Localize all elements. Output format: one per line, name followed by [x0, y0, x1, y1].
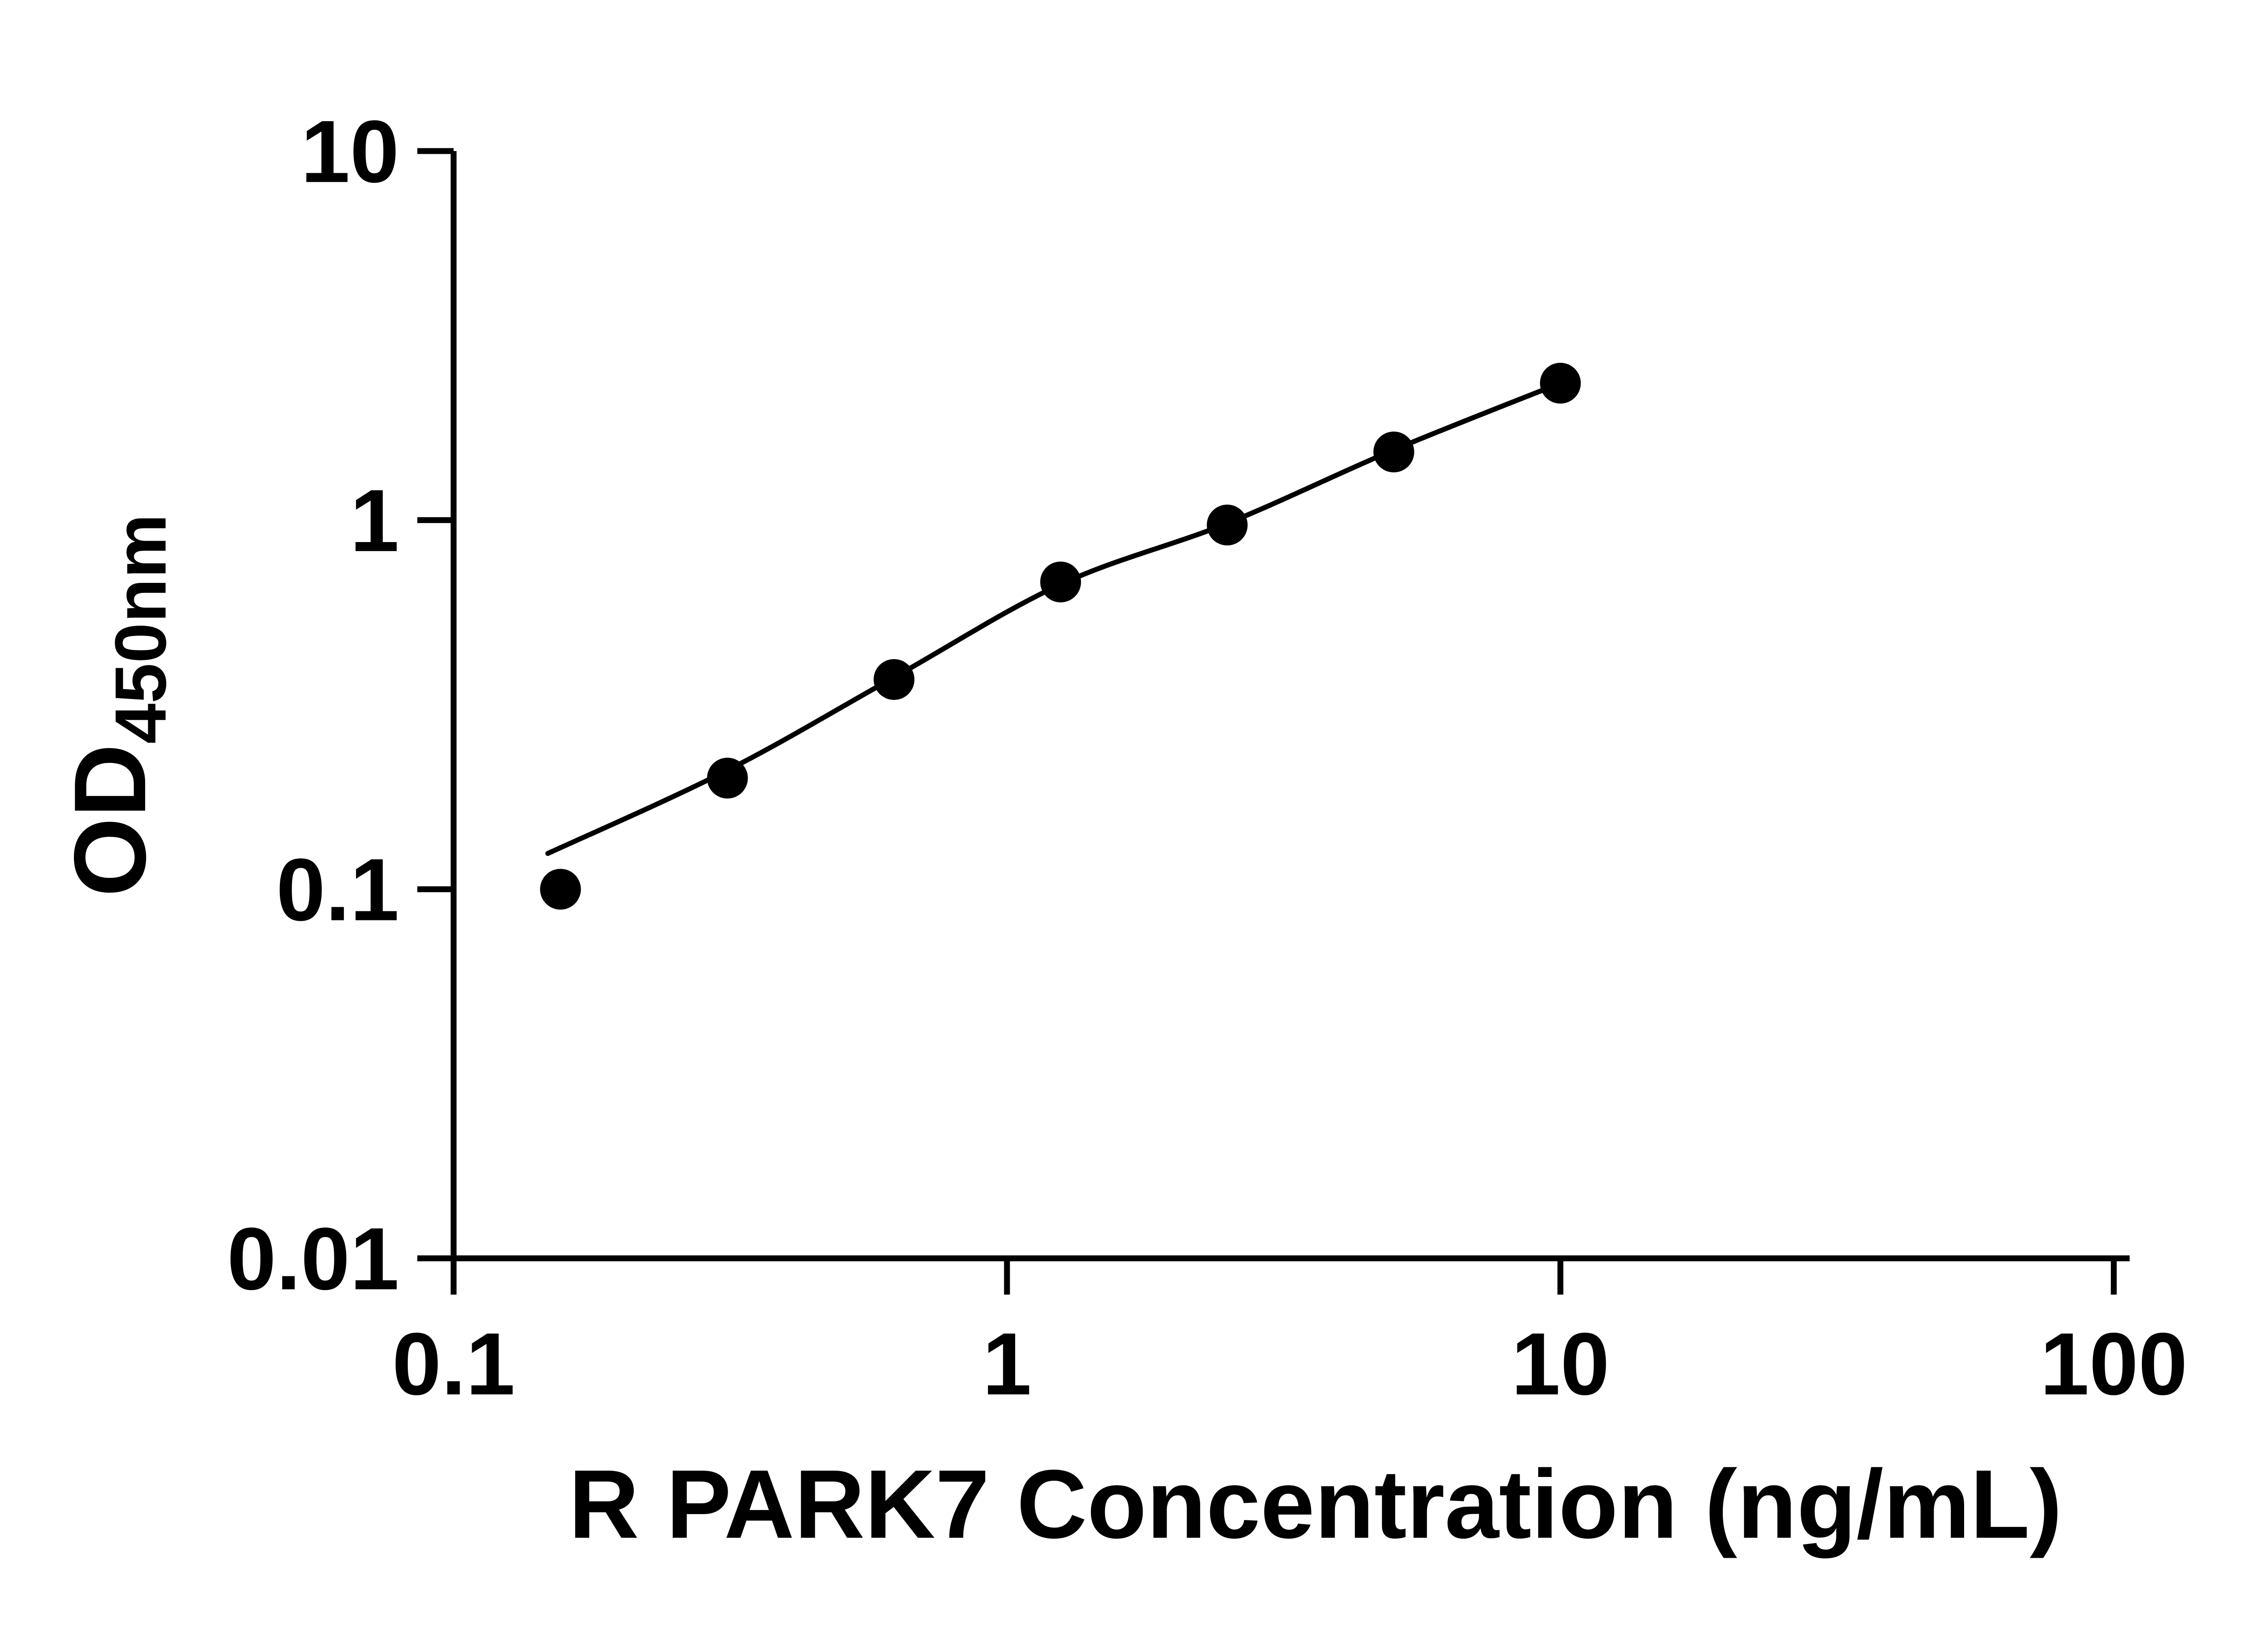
data-point-marker — [1040, 561, 1081, 602]
y-axis-tick-label: 0.1 — [276, 841, 399, 939]
y-axis-title-main: OD — [53, 744, 167, 897]
data-point-marker — [540, 869, 581, 910]
data-point-marker — [1540, 362, 1581, 404]
y-axis-title: OD450nm — [53, 514, 181, 897]
data-point-marker — [707, 758, 748, 799]
x-axis-tick-label: 10 — [1511, 1315, 1610, 1413]
data-point-marker — [1207, 504, 1248, 546]
x-axis-title: R PARK7 Concentration (ng/mL) — [569, 1449, 2063, 1559]
y-axis-title-subscript: 450nm — [100, 514, 181, 744]
x-axis-tick-label: 1 — [982, 1315, 1031, 1413]
axis-spine — [450, 151, 2130, 1261]
x-axis-tick-label: 0.1 — [392, 1315, 515, 1413]
data-point-marker — [873, 659, 914, 700]
y-axis-tick-label: 10 — [301, 102, 399, 201]
x-axis-tick-label: 100 — [2040, 1315, 2187, 1413]
data-point-marker — [1373, 431, 1414, 473]
data-layer — [540, 362, 1581, 910]
y-axis-tick-label: 1 — [350, 471, 399, 570]
y-axis-tick-label: 0.01 — [227, 1209, 399, 1308]
